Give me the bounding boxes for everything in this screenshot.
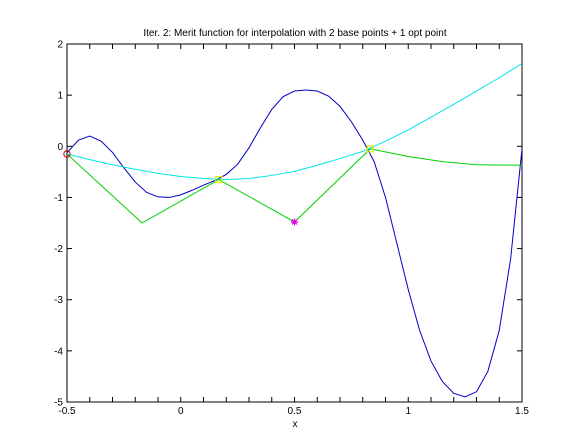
y-tick-label: 1	[57, 91, 63, 102]
y-tick-label: 2	[57, 40, 63, 51]
chart-title: Iter. 2: Merit function for interpolatio…	[143, 28, 446, 39]
point-marker-square	[215, 175, 223, 184]
y-tick-label: 0	[57, 142, 63, 153]
point-marker-square	[366, 145, 374, 153]
plot-area: -0.5 0 0.5 1 1.5 -5 -4 -3 -2 -1 0 1 2	[54, 40, 529, 418]
y-tick-label: -1	[54, 193, 63, 204]
x-tick-label: 0.5	[288, 406, 302, 417]
series-line-0	[67, 89, 522, 398]
x-tick-label: 0	[178, 406, 184, 417]
point-marker-circle	[63, 150, 71, 158]
series-line-2	[67, 148, 522, 224]
x-axis-label: x	[293, 419, 298, 430]
series-line-1	[67, 63, 522, 181]
y-tick-label: -2	[54, 244, 63, 255]
x-tick-label: -0.5	[58, 406, 76, 417]
x-tick-label: 1.5	[515, 406, 529, 417]
y-tick-label: -3	[54, 295, 63, 306]
y-tick-label: -5	[54, 398, 63, 409]
y-tick-label: -4	[54, 346, 63, 357]
point-marker-star	[291, 218, 298, 226]
x-tick-label: 1	[405, 406, 411, 417]
